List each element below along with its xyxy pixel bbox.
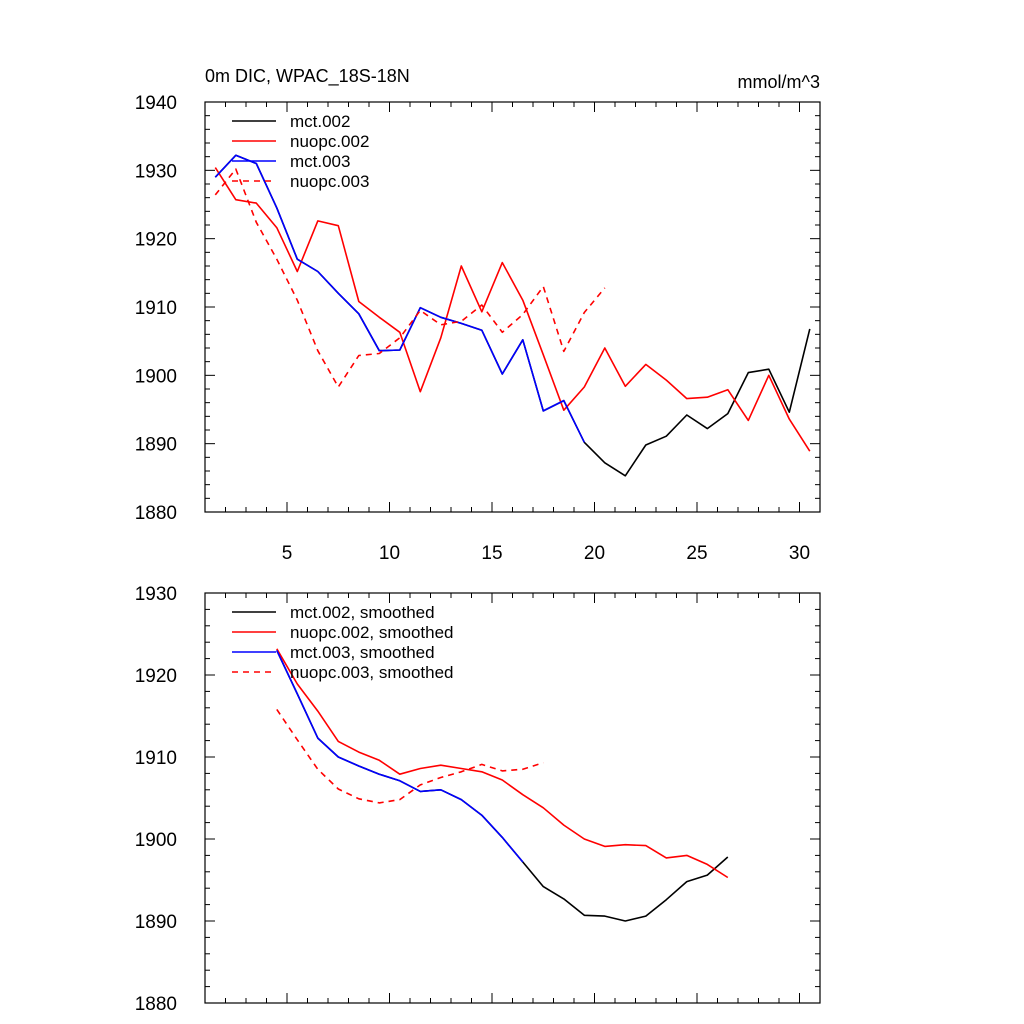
- legend-label: mct.003: [290, 152, 350, 171]
- series-line-mct-003: [214, 154, 586, 443]
- legend-label: nuopc.002, smoothed: [290, 623, 454, 642]
- x-tick-label: 20: [584, 543, 605, 564]
- x-tick-label: 25: [686, 543, 707, 564]
- x-tick-label: 10: [379, 543, 400, 564]
- y-tick-label: 1890: [135, 435, 177, 456]
- legend-label: nuopc.002: [290, 132, 369, 151]
- top-panel: 5 10 15 20 25 30 1880 1890 1900 1910 1920 1930 1940 0…: [135, 66, 821, 564]
- y-tick-label: 1910: [135, 298, 177, 319]
- series-line-nuopc-002: [214, 167, 811, 452]
- bottom-panel: 1880 1890 1900 1910 1920 1930 mct.002, smoothe…: [135, 584, 821, 1015]
- series-line-mct-002-smoothed: [276, 650, 729, 922]
- series-line-mct-003-smoothed: [276, 650, 524, 863]
- y-tick-label: 1900: [135, 366, 177, 387]
- y-tick-label: 1910: [135, 748, 177, 769]
- y-tick-label: 1930: [135, 584, 177, 605]
- y-tick-label: 1930: [135, 161, 177, 182]
- y-tick-label: 1890: [135, 912, 177, 933]
- series-line-nuopc-003: [214, 168, 606, 388]
- legend-label: mct.003, smoothed: [290, 643, 435, 662]
- units-label: mmol/m^3: [738, 72, 820, 92]
- x-tick-label: 5: [282, 543, 293, 564]
- x-tick-label: 15: [481, 543, 502, 564]
- legend-label: nuopc.003, smoothed: [290, 663, 454, 682]
- y-tick-label: 1920: [135, 666, 177, 687]
- legend-label: nuopc.003: [290, 172, 369, 191]
- y-tick-label: 1880: [135, 994, 177, 1015]
- series-line-nuopc-003-smoothed: [276, 708, 544, 804]
- y-tick-label: 1900: [135, 830, 177, 851]
- y-tick-label: 1940: [135, 93, 177, 114]
- legend-label: mct.002: [290, 112, 350, 131]
- x-tick-label: 30: [789, 543, 810, 564]
- y-tick-label: 1880: [135, 503, 177, 524]
- series-line-nuopc-002-smoothed: [276, 648, 729, 879]
- chart-title: 0m DIC, WPAC_18S-18N: [205, 66, 410, 87]
- legend-label: mct.002, smoothed: [290, 603, 435, 622]
- y-tick-label: 1920: [135, 230, 177, 251]
- series-line-mct-002: [214, 154, 811, 477]
